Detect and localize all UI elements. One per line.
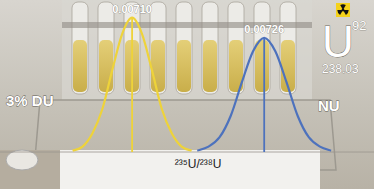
- tube: [202, 2, 218, 94]
- radiation-bg: [336, 3, 350, 17]
- tube-liquid: [203, 40, 217, 92]
- atomic-number: 92: [352, 18, 366, 33]
- plot-area: [73, 18, 331, 152]
- mean-label: 0.00726: [244, 23, 284, 35]
- tube: [72, 2, 88, 94]
- element-symbol: U: [322, 17, 354, 66]
- atomic-mass: 238.03: [322, 62, 359, 76]
- series-name: NU: [318, 97, 340, 114]
- mean-label: 0.00710: [112, 3, 152, 15]
- tube: [254, 2, 270, 94]
- background: [0, 0, 374, 189]
- radiation-icon: [336, 3, 350, 17]
- x-axis: [0, 152, 374, 153]
- tube-liquid: [151, 40, 165, 92]
- tube-liquid: [99, 40, 113, 92]
- tube-liquid: [255, 40, 269, 92]
- tube: [150, 2, 166, 94]
- tube-liquid: [73, 40, 87, 92]
- radiation-blade: [342, 8, 350, 16]
- x-axis-label: ²³⁵U/²³⁸U: [175, 157, 222, 171]
- bench: [0, 150, 60, 189]
- tube-liquid: [177, 40, 191, 92]
- mean-line: [131, 18, 133, 152]
- mean-line: [263, 38, 265, 152]
- beaker: [6, 150, 38, 170]
- tray: [60, 150, 320, 189]
- radiation-blade: [337, 8, 345, 16]
- series-name: 3% DU: [6, 92, 54, 109]
- tube: [280, 2, 296, 94]
- figure: 0.00710 3% DU 0.00726 NU ²³⁵U/²³⁸U U92 238.03: [0, 0, 374, 189]
- radiation-blade: [340, 4, 346, 10]
- tube: [98, 2, 114, 94]
- tube: [176, 2, 192, 94]
